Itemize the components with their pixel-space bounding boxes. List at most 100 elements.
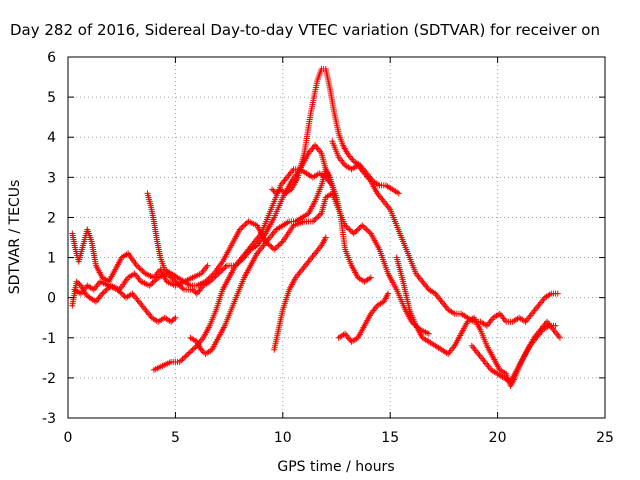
y-tick-label: 2	[47, 210, 56, 226]
data-point	[140, 269, 147, 276]
x-tick-label: 20	[489, 430, 507, 446]
data-point	[425, 330, 432, 337]
data-point	[276, 241, 283, 248]
series-6	[187, 166, 338, 357]
data-point	[179, 356, 186, 363]
data-point	[277, 186, 284, 193]
data-point	[275, 242, 282, 249]
data-point	[102, 287, 109, 294]
axis-ticks: 0 5 10 15 20 25 -3 -2 -1 0 1 2 3 4 5 6	[42, 50, 614, 446]
x-tick-label: 15	[381, 430, 399, 446]
data-point	[315, 213, 322, 220]
series-12	[468, 322, 559, 385]
x-tick-label: 25	[596, 430, 614, 446]
data-point	[241, 222, 248, 229]
data-point	[274, 243, 281, 250]
data-point	[343, 223, 350, 230]
data-point	[182, 353, 189, 360]
data-point	[199, 348, 206, 355]
data-point	[169, 317, 176, 324]
data-point	[350, 230, 357, 237]
data-point	[203, 277, 210, 284]
data-point	[209, 271, 216, 278]
data-point	[359, 222, 366, 229]
data-point	[114, 286, 121, 293]
data-point	[366, 229, 373, 236]
chart-title: Day 282 of 2016, Sidereal Day-to-day VTE…	[10, 21, 600, 39]
data-point	[274, 189, 281, 196]
data-point	[347, 227, 354, 234]
data-point	[191, 287, 198, 294]
y-tick-label: -1	[42, 331, 56, 347]
data-points	[69, 66, 563, 389]
series-5	[150, 166, 374, 373]
data-point	[139, 267, 146, 274]
data-point	[138, 266, 145, 273]
data-point	[354, 226, 361, 233]
data-point	[179, 285, 186, 292]
x-axis-label: GPS time / hours	[277, 459, 394, 475]
data-point	[117, 289, 124, 296]
series-8	[329, 138, 561, 329]
data-point	[198, 346, 205, 353]
y-tick-label: 0	[47, 291, 56, 307]
y-tick-label: 5	[47, 90, 56, 106]
series-3	[71, 278, 179, 325]
data-point	[202, 278, 209, 285]
data-point	[360, 223, 367, 230]
data-point	[118, 290, 125, 297]
data-point	[204, 262, 211, 269]
data-point	[312, 215, 319, 222]
plot-frame	[67, 56, 606, 419]
data-point	[271, 246, 278, 253]
data-point	[278, 239, 285, 246]
data-point	[365, 227, 372, 234]
data-point	[556, 334, 563, 341]
data-point	[183, 352, 190, 359]
series-7	[269, 66, 402, 197]
data-point	[176, 358, 183, 365]
data-point	[317, 211, 324, 218]
data-point	[238, 225, 245, 232]
data-point	[279, 187, 286, 194]
data-point	[188, 348, 195, 355]
data-point	[352, 229, 359, 236]
y-tick-label: -3	[42, 411, 56, 427]
data-point	[133, 262, 140, 269]
data-point	[148, 281, 155, 288]
data-point	[146, 282, 153, 289]
data-point	[136, 265, 143, 272]
series-9	[271, 234, 329, 353]
data-point	[362, 225, 369, 232]
data-point	[311, 217, 318, 224]
data-point	[314, 214, 321, 221]
y-tick-label: 3	[47, 170, 56, 186]
data-point	[170, 316, 177, 323]
data-point	[172, 314, 179, 321]
y-tick-label: 1	[47, 251, 56, 267]
data-point	[83, 291, 90, 298]
data-point	[192, 344, 199, 351]
data-point	[115, 287, 122, 294]
data-point	[268, 243, 275, 250]
data-point	[239, 223, 246, 230]
y-tick-label: 4	[47, 130, 56, 146]
y-tick-label: 6	[47, 50, 56, 66]
data-point	[100, 289, 107, 296]
data-point	[219, 266, 226, 273]
x-tick-label: 0	[64, 430, 73, 446]
series-10	[335, 290, 392, 345]
data-point	[149, 279, 156, 286]
data-point	[178, 357, 185, 364]
data-point	[353, 227, 360, 234]
data-point	[385, 290, 392, 297]
data-point	[208, 273, 215, 280]
data-point	[185, 350, 192, 357]
x-tick-label: 5	[171, 430, 180, 446]
data-point	[322, 234, 329, 241]
data-point	[344, 225, 351, 232]
data-point	[135, 263, 142, 270]
x-tick-label: 10	[274, 430, 292, 446]
data-point	[189, 346, 196, 353]
